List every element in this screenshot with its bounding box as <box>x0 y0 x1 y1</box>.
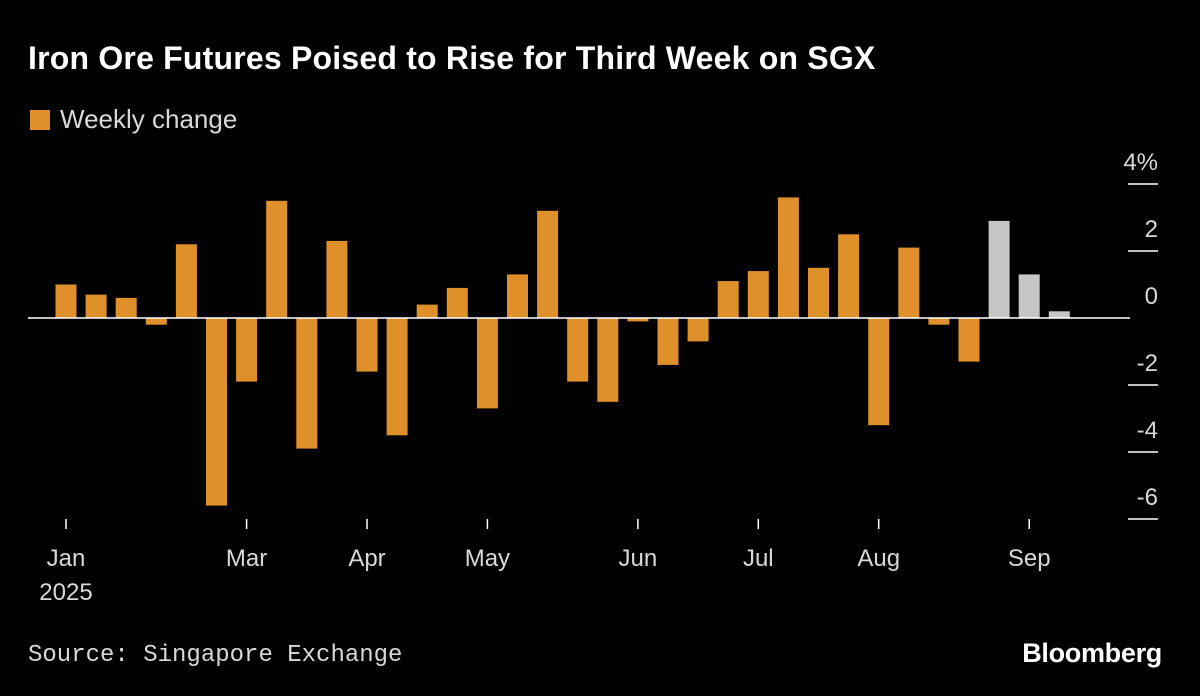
bar-week-22 <box>687 318 709 342</box>
chart-legend: Weekly change <box>30 104 237 135</box>
bar-week-11 <box>356 318 378 372</box>
bar-week-23 <box>717 281 739 318</box>
y-tick-label: -4 <box>1137 417 1158 444</box>
bar-week-30 <box>928 318 950 325</box>
legend-swatch <box>30 109 50 130</box>
bar-week-25 <box>777 197 799 318</box>
x-tick-label: Jul <box>743 545 774 572</box>
bar-week-18 <box>567 318 589 382</box>
bar-week-26 <box>808 267 829 319</box>
bar-week-20 <box>627 318 649 322</box>
x-tick-year-label: 2025 <box>39 579 92 606</box>
y-axis: 4% 2 0 -2 -4 -6 <box>1123 149 1158 520</box>
chart-title: Iron Ore Futures Poised to Rise for Thir… <box>28 40 876 76</box>
bar-week-7 <box>236 318 258 382</box>
bar-week-31 <box>958 318 980 362</box>
bar-week-13 <box>416 304 438 318</box>
x-tick-label: Sep <box>1008 545 1051 572</box>
bar-week-16 <box>507 274 528 318</box>
y-tick-label: 4% <box>1123 149 1158 176</box>
bar-week-24 <box>747 271 769 318</box>
bar-week-8 <box>266 200 288 319</box>
x-tick-label: Aug <box>857 545 900 572</box>
bloomberg-logo: Bloomberg <box>1022 638 1162 668</box>
bar-week-28 <box>868 318 890 426</box>
legend-label: Weekly change <box>60 104 238 134</box>
bar-week-27 <box>838 234 860 319</box>
bar-week-3 <box>115 297 137 318</box>
x-tick-label: Jan <box>47 545 86 572</box>
bars-group <box>55 197 1070 506</box>
source-note: Source: Singapore Exchange <box>28 642 403 669</box>
bar-week-21 <box>657 318 679 365</box>
bar-week-10 <box>326 240 348 318</box>
bar-week-1 <box>55 284 77 318</box>
bar-week-2 <box>85 294 107 318</box>
y-tick-label: 2 <box>1145 216 1158 243</box>
x-tick-label: May <box>465 545 510 572</box>
bar-week-17 <box>537 210 559 318</box>
bar-week-5 <box>175 244 197 318</box>
y-tick-label: 0 <box>1145 283 1158 310</box>
bar-week-29 <box>898 247 920 318</box>
bar-week-12 <box>386 318 408 436</box>
x-tick-label: Mar <box>226 545 267 572</box>
bar-week-33 <box>1018 274 1040 318</box>
x-axis: Jan 2025 Mar Apr May Jun Jul Aug Sep <box>39 519 1051 606</box>
bar-chart: 4% 2 0 -2 -4 -6 Jan 2025 Mar Apr May Jun Jul Aug Sep <box>28 149 1158 606</box>
bar-week-14 <box>446 287 468 318</box>
bar-week-15 <box>476 318 498 409</box>
bar-week-4 <box>145 318 167 325</box>
bar-week-6 <box>206 318 227 506</box>
bar-week-9 <box>296 318 318 449</box>
bar-week-19 <box>597 318 619 402</box>
x-tick-label: Jun <box>619 545 658 572</box>
bar-week-34 <box>1048 311 1070 318</box>
y-tick-label: -6 <box>1137 484 1158 511</box>
bar-week-32 <box>988 220 1010 318</box>
x-tick-label: Apr <box>348 545 385 572</box>
y-tick-label: -2 <box>1137 350 1158 377</box>
